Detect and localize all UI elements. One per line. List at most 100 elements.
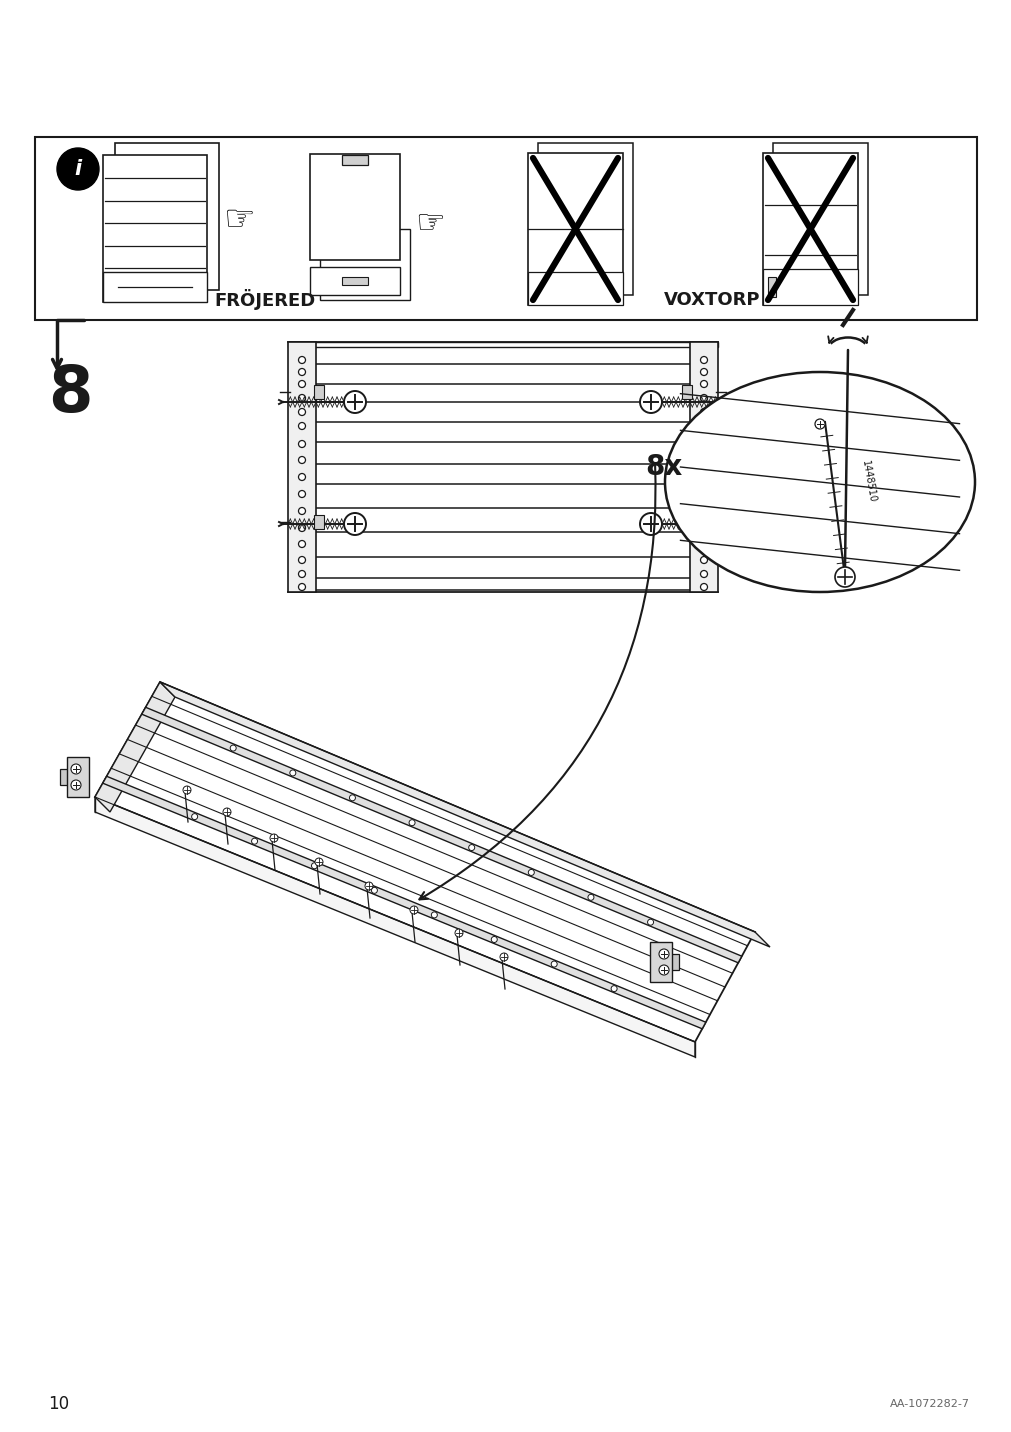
Circle shape	[700, 557, 707, 564]
Circle shape	[700, 441, 707, 447]
Text: 10: 10	[48, 1395, 69, 1413]
Circle shape	[658, 965, 668, 975]
Text: i: i	[75, 159, 82, 179]
Circle shape	[639, 513, 661, 536]
Circle shape	[298, 570, 305, 577]
Circle shape	[298, 381, 305, 388]
Circle shape	[700, 583, 707, 590]
Circle shape	[344, 391, 366, 412]
Circle shape	[708, 362, 712, 367]
Polygon shape	[95, 682, 754, 1042]
Circle shape	[298, 457, 305, 464]
Circle shape	[371, 888, 377, 894]
FancyBboxPatch shape	[103, 272, 207, 302]
Text: ☞: ☞	[415, 208, 445, 241]
Polygon shape	[142, 707, 741, 962]
FancyBboxPatch shape	[115, 143, 218, 291]
Circle shape	[191, 813, 197, 819]
Circle shape	[700, 524, 707, 531]
Circle shape	[700, 422, 707, 430]
Circle shape	[647, 919, 653, 925]
Circle shape	[528, 869, 534, 875]
Circle shape	[700, 507, 707, 514]
FancyBboxPatch shape	[649, 942, 671, 982]
Circle shape	[270, 833, 278, 842]
Circle shape	[222, 808, 231, 816]
Circle shape	[298, 557, 305, 564]
Circle shape	[298, 540, 305, 547]
Circle shape	[834, 567, 854, 587]
Circle shape	[700, 368, 707, 375]
FancyBboxPatch shape	[528, 153, 623, 305]
Circle shape	[298, 524, 305, 531]
Circle shape	[298, 368, 305, 375]
FancyBboxPatch shape	[309, 155, 399, 261]
Circle shape	[298, 357, 305, 364]
FancyBboxPatch shape	[60, 769, 72, 785]
FancyBboxPatch shape	[319, 229, 409, 299]
Circle shape	[551, 961, 557, 967]
Circle shape	[229, 745, 236, 750]
Circle shape	[431, 912, 437, 918]
Circle shape	[344, 513, 366, 536]
Polygon shape	[95, 798, 695, 1057]
Circle shape	[455, 929, 463, 937]
Text: FRÖJERED: FRÖJERED	[214, 289, 315, 311]
Circle shape	[298, 474, 305, 481]
Ellipse shape	[664, 372, 974, 591]
Circle shape	[408, 819, 415, 826]
Circle shape	[468, 845, 474, 851]
Text: VOXTORP: VOXTORP	[663, 291, 759, 309]
FancyBboxPatch shape	[67, 758, 89, 798]
Circle shape	[294, 362, 297, 367]
Circle shape	[700, 474, 707, 481]
Text: 8: 8	[48, 362, 92, 425]
FancyBboxPatch shape	[342, 276, 368, 285]
Circle shape	[289, 770, 295, 776]
FancyBboxPatch shape	[103, 155, 207, 302]
FancyBboxPatch shape	[681, 516, 692, 528]
Circle shape	[294, 348, 297, 352]
FancyBboxPatch shape	[342, 155, 368, 165]
Circle shape	[700, 408, 707, 415]
Circle shape	[298, 422, 305, 430]
FancyBboxPatch shape	[313, 385, 324, 400]
Text: AA-1072282-7: AA-1072282-7	[889, 1399, 969, 1409]
Circle shape	[409, 906, 418, 914]
FancyBboxPatch shape	[538, 143, 632, 295]
FancyBboxPatch shape	[681, 385, 692, 400]
FancyBboxPatch shape	[288, 342, 315, 591]
Polygon shape	[103, 776, 705, 1028]
FancyBboxPatch shape	[666, 954, 678, 969]
Polygon shape	[160, 682, 769, 947]
FancyBboxPatch shape	[772, 143, 867, 295]
Circle shape	[298, 491, 305, 497]
FancyBboxPatch shape	[767, 276, 775, 296]
Circle shape	[499, 954, 508, 961]
Circle shape	[700, 540, 707, 547]
Circle shape	[57, 147, 99, 190]
Text: 8x: 8x	[644, 453, 681, 481]
Circle shape	[700, 357, 707, 364]
Circle shape	[700, 570, 707, 577]
FancyBboxPatch shape	[309, 266, 399, 295]
Circle shape	[298, 394, 305, 401]
FancyBboxPatch shape	[288, 342, 717, 347]
Text: 1448510: 1448510	[859, 460, 877, 504]
Circle shape	[700, 381, 707, 388]
FancyBboxPatch shape	[762, 153, 857, 305]
Circle shape	[252, 838, 258, 845]
FancyBboxPatch shape	[313, 516, 324, 528]
Circle shape	[298, 583, 305, 590]
Circle shape	[639, 391, 661, 412]
Text: ☞: ☞	[223, 202, 256, 236]
Circle shape	[700, 491, 707, 497]
Circle shape	[365, 882, 373, 891]
Circle shape	[71, 780, 81, 790]
Circle shape	[700, 457, 707, 464]
FancyBboxPatch shape	[690, 342, 717, 591]
Circle shape	[298, 408, 305, 415]
Circle shape	[490, 937, 496, 942]
Circle shape	[311, 862, 317, 869]
Circle shape	[71, 765, 81, 775]
